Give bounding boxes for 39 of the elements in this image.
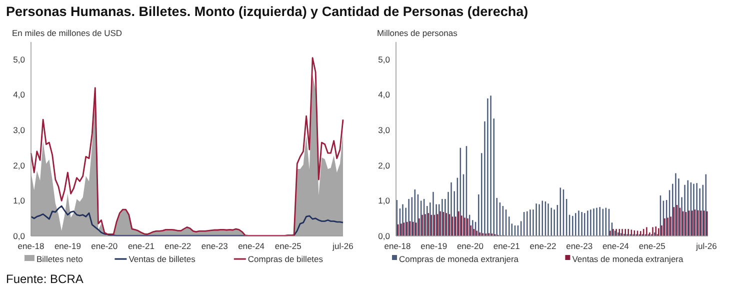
x-tick-label: ene-22: [530, 241, 556, 251]
y-tick-label: 1,0: [13, 196, 26, 206]
y-axis-title: Millones de personas: [377, 28, 458, 38]
x-tick-label: ene-21: [493, 241, 520, 251]
y-tick-label: 3,0: [378, 124, 390, 135]
y-tick-label: 4,0: [378, 90, 390, 100]
y-tick-label: 5,0: [13, 54, 26, 64]
legend-label: Compras de moneda extranjera: [399, 254, 519, 264]
y-tick-label: 3,0: [13, 124, 26, 135]
x-tick-label: ene-19: [54, 241, 82, 251]
y-axis-title: En miles de millones de USD: [12, 28, 122, 38]
legend-label: Billetes neto: [36, 254, 84, 264]
x-tick-label: ene-23: [566, 241, 593, 251]
y-tick-label: 2,0: [13, 160, 26, 170]
x-tick-label: jul-26: [695, 241, 718, 251]
chart-title: Personas Humanas. Billetes. Monto (izquierda) y Cantidad de Personas (derecha): [6, 4, 528, 19]
x-tick-label: ene-22: [164, 241, 192, 251]
x-tick-label: ene-20: [456, 241, 484, 251]
x-tick-label: ene-25: [274, 241, 302, 251]
legend-label: Ventas de billetes: [128, 254, 196, 264]
x-tick-label: ene-24: [602, 241, 630, 251]
legend-label: Ventas de moneda extranjera: [572, 254, 684, 264]
y-tick-label: 2,0: [378, 160, 390, 170]
x-tick-label: ene-23: [201, 241, 228, 251]
y-tick-label: 0,0: [13, 230, 26, 241]
y-tick-label: 1,0: [378, 196, 390, 206]
x-tick-label: ene-25: [638, 241, 666, 251]
x-tick-label: jul-26: [332, 241, 354, 251]
y-tick-label: 0,0: [378, 230, 390, 241]
legend-label: Compras de billetes: [248, 254, 324, 264]
x-tick-label: ene-18: [18, 241, 45, 251]
x-tick-label: ene-21: [128, 241, 155, 251]
x-tick-label: ene-19: [420, 241, 448, 251]
source-note: Fuente: BCRA: [6, 272, 84, 286]
y-tick-label: 5,0: [378, 54, 390, 64]
x-tick-label: ene-24: [238, 241, 265, 251]
x-tick-label: ene-20: [91, 241, 118, 251]
y-tick-label: 4,0: [13, 90, 26, 100]
x-tick-label: ene-18: [384, 241, 411, 251]
